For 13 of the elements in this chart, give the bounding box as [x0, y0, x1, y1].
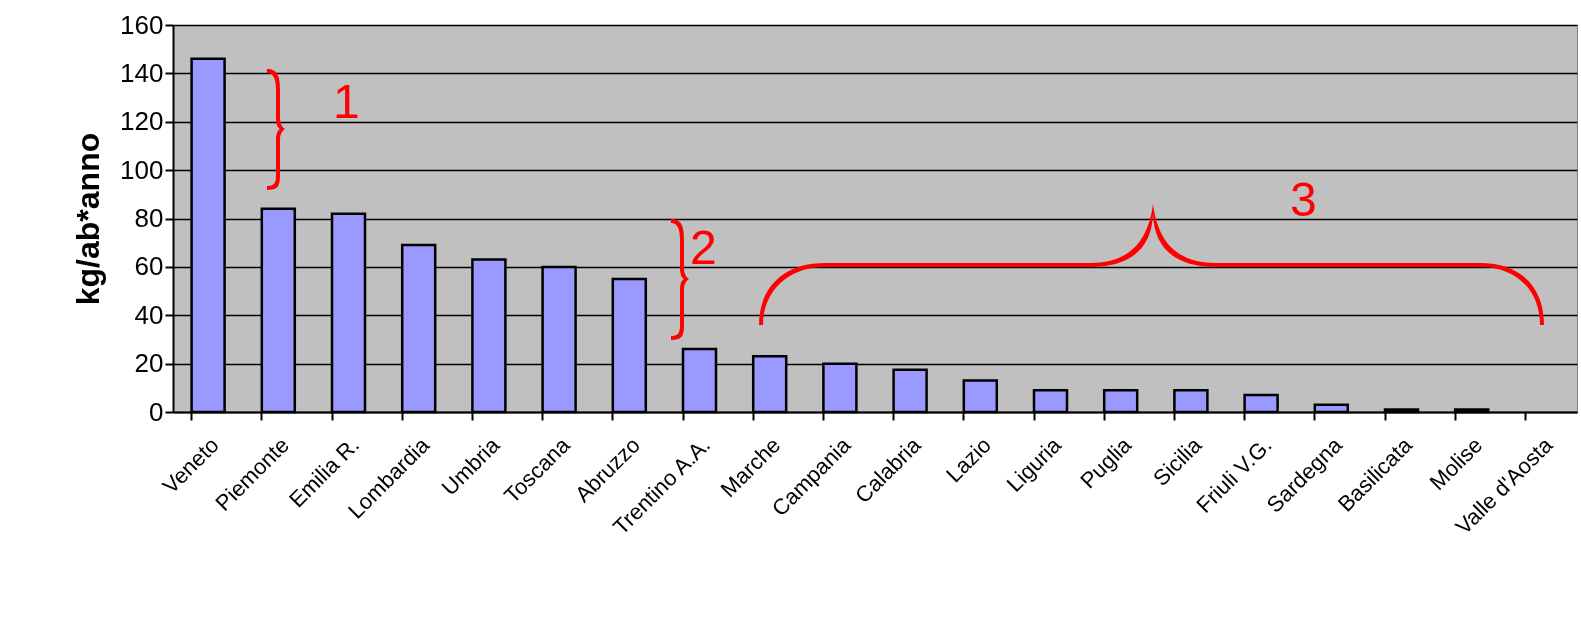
y-tick-label: 80	[134, 203, 164, 233]
y-tick-label: 120	[120, 106, 164, 137]
y-tick-label: 140	[120, 57, 164, 88]
annotation: 1	[333, 75, 360, 128]
y-tick-label: 40	[134, 299, 164, 330]
annotation: 2	[690, 221, 717, 274]
y-tick-label: 0	[149, 396, 164, 427]
y-axis-title: kg/ab*anno	[70, 132, 107, 306]
y-tick-label: 60	[134, 251, 164, 282]
y-tick-label: 160	[120, 9, 164, 40]
annotation: 3	[1290, 173, 1317, 226]
y-tick-label: 20	[134, 348, 164, 379]
y-tick-label: 100	[120, 154, 164, 185]
